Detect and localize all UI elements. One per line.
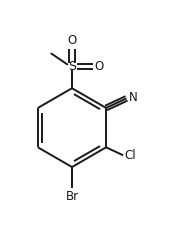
- Text: O: O: [94, 60, 104, 73]
- Text: Cl: Cl: [125, 149, 136, 162]
- Text: S: S: [68, 60, 76, 73]
- Text: Br: Br: [65, 190, 79, 203]
- Text: O: O: [67, 34, 77, 47]
- Text: N: N: [128, 91, 137, 104]
